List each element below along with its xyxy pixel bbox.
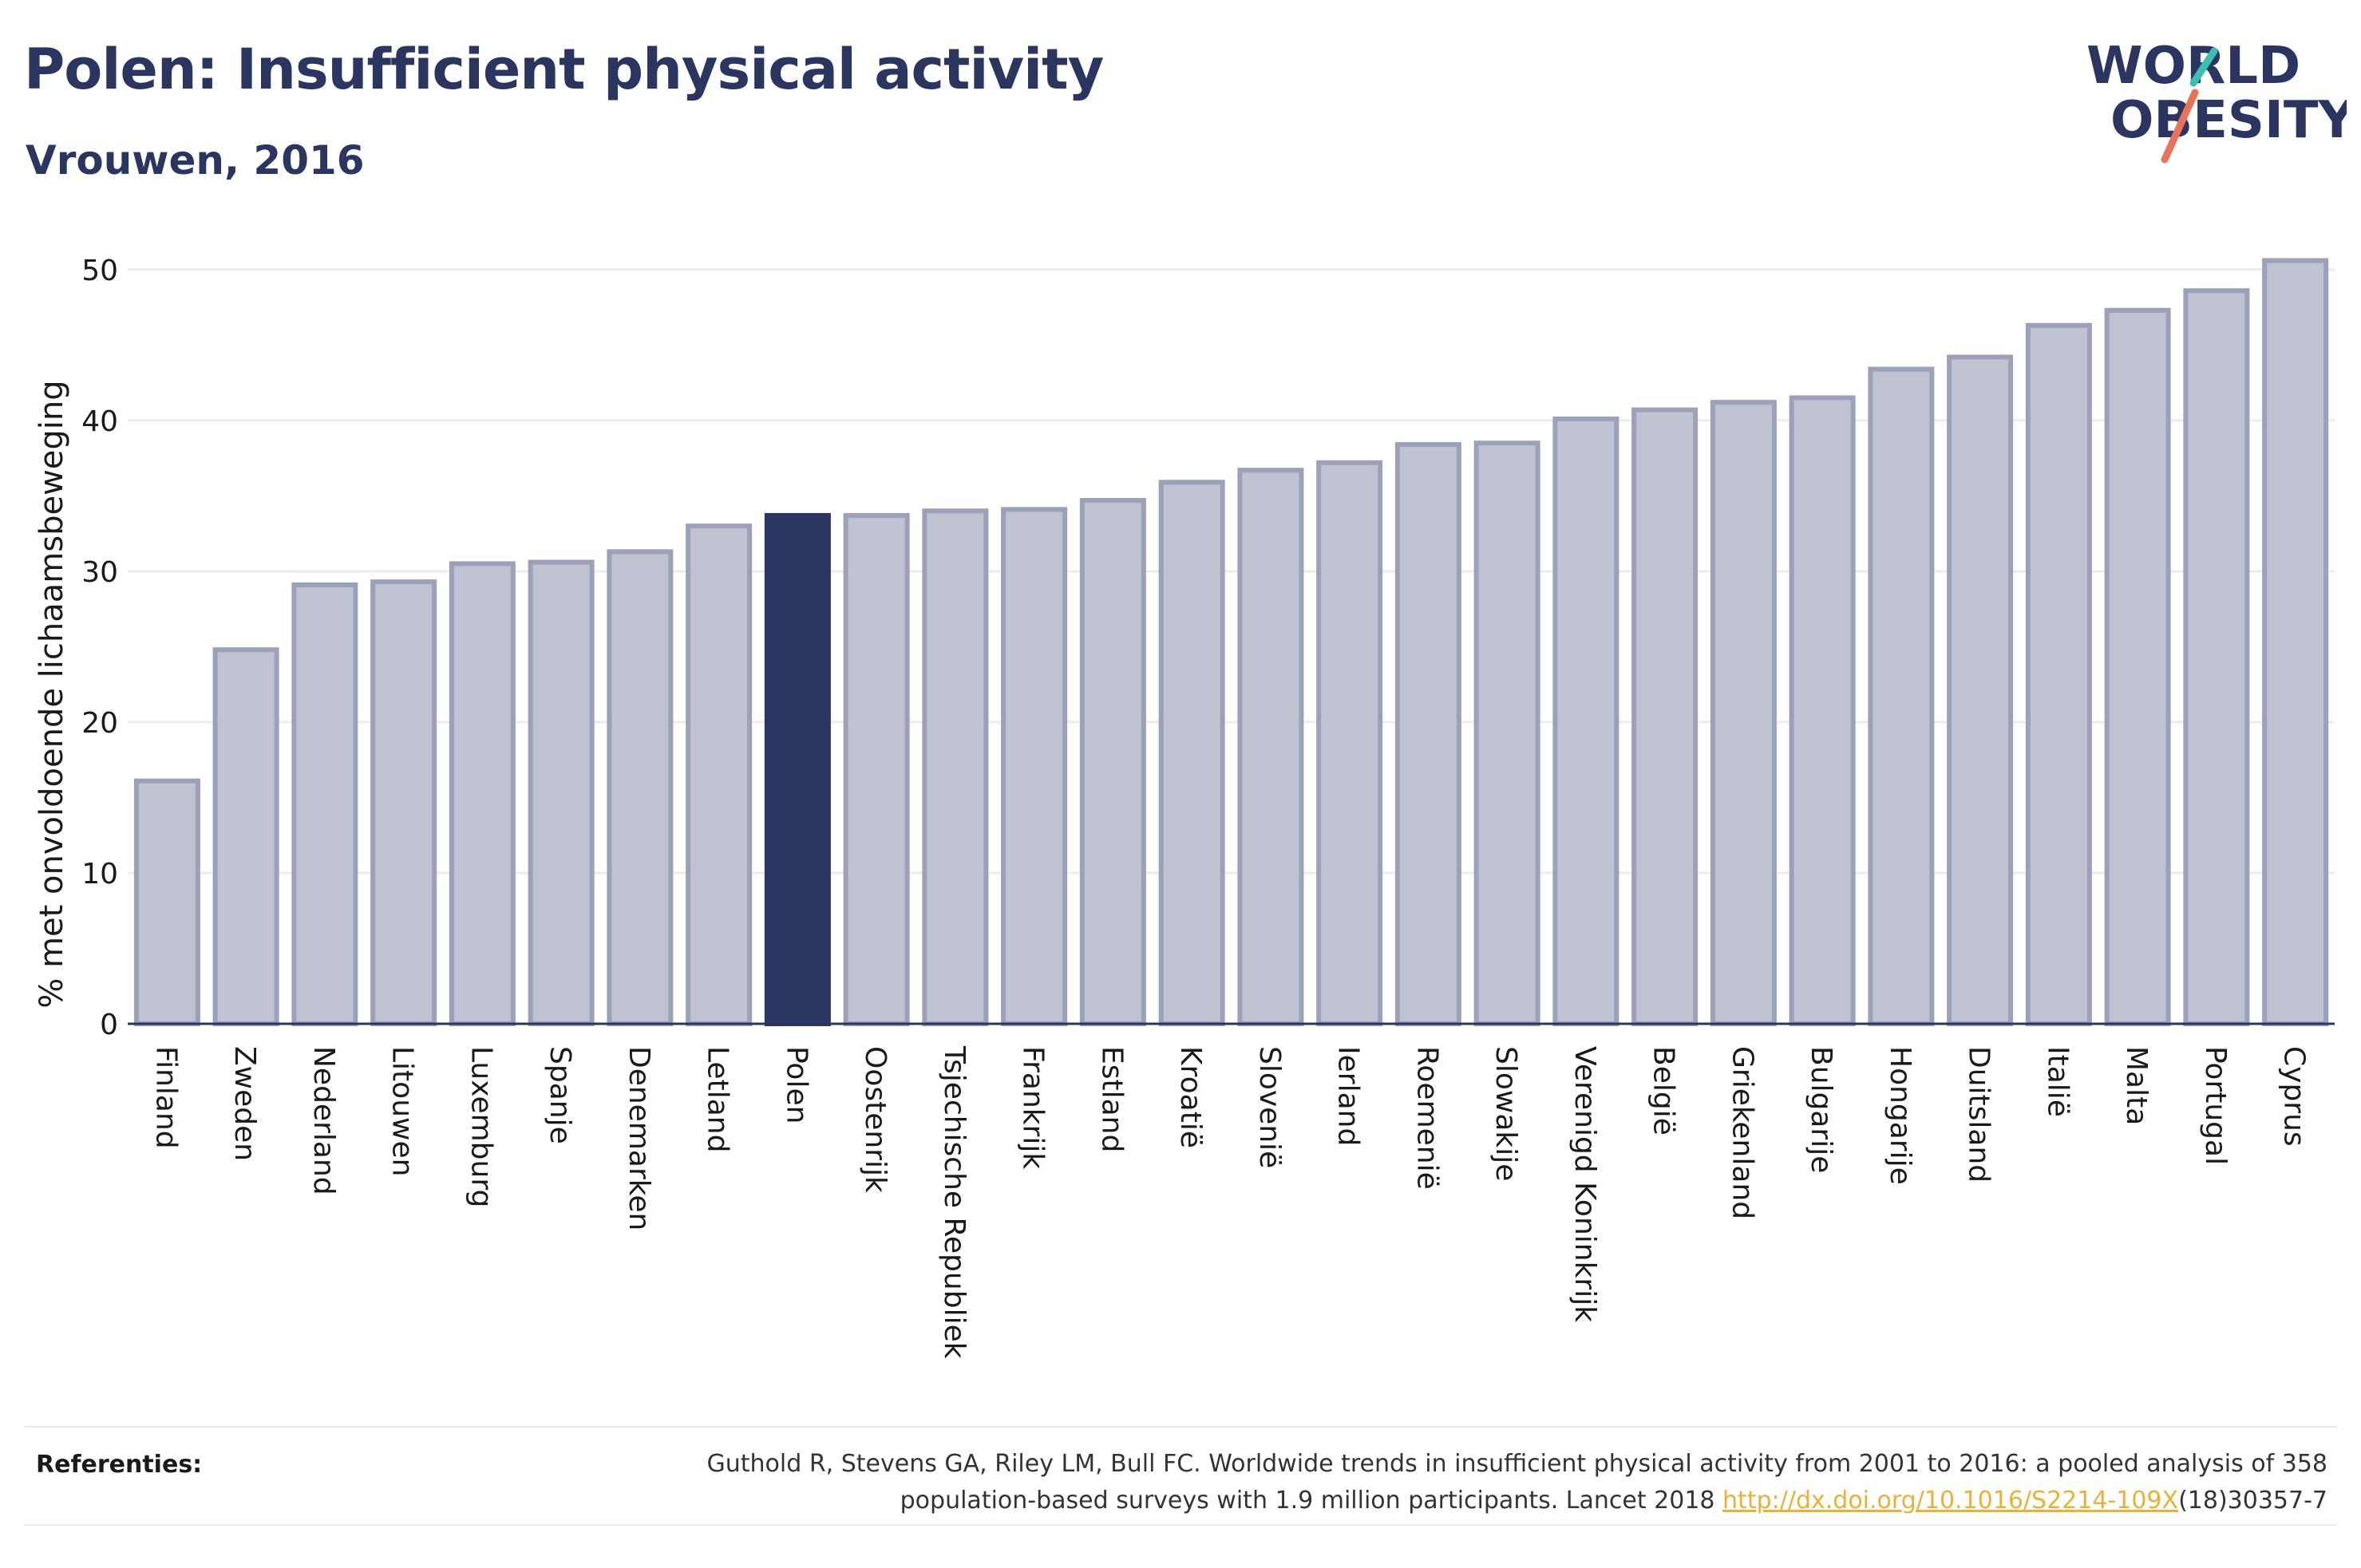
bar-sloveni-[interactable] xyxy=(1237,468,1304,1026)
bar-tsjechische-republiek[interactable] xyxy=(922,508,989,1026)
y-tick-label: 30 xyxy=(81,556,118,589)
x-tick-label: Verenigd Koninkrijk xyxy=(1568,1046,1601,1322)
x-tick-label: Zweden xyxy=(228,1046,261,1161)
x-tick-label: Malta xyxy=(2120,1046,2153,1125)
footer-divider-top xyxy=(24,1426,2337,1428)
x-tick-label: Kroatië xyxy=(1174,1046,1207,1148)
y-tick-label: 50 xyxy=(81,255,118,287)
bar-spanje[interactable] xyxy=(528,559,595,1026)
x-tick-label: België xyxy=(1647,1046,1680,1136)
reference-doi-link[interactable]: http://dx.doi.org/10.1016/S2214-109X xyxy=(1722,1487,2179,1515)
x-tick-label: Ierland xyxy=(1332,1046,1365,1146)
x-tick-label: Polen xyxy=(780,1046,813,1124)
footer-divider-bottom xyxy=(24,1524,2337,1526)
bar-estland[interactable] xyxy=(1079,498,1146,1026)
bar-itali-[interactable] xyxy=(2025,322,2092,1026)
bar-griekenland[interactable] xyxy=(1710,400,1777,1026)
x-tick-label: Roemenië xyxy=(1410,1046,1443,1190)
logo-word-obesity: OBESITY xyxy=(2110,91,2347,150)
references-text: Guthold R, Stevens GA, Riley LM, Bull FC… xyxy=(492,1446,2327,1519)
bar-letland[interactable] xyxy=(686,523,753,1026)
x-tick-label: Duitsland xyxy=(1963,1046,1995,1183)
bars xyxy=(133,258,2329,1027)
bar-malta[interactable] xyxy=(2104,307,2171,1026)
x-tick-label: Denemarken xyxy=(623,1046,655,1230)
bar-slowakije[interactable] xyxy=(1473,440,1540,1026)
bar-cyprus[interactable] xyxy=(2262,258,2329,1026)
y-tick-label: 0 xyxy=(100,1009,118,1041)
page-subtitle: Vrouwen, 2016 xyxy=(26,137,365,184)
bar-oostenrijk[interactable] xyxy=(843,512,910,1026)
logo-slash-coral xyxy=(2161,89,2199,164)
x-tick-label: Oostenrijk xyxy=(859,1046,892,1193)
x-tick-label: Cyprus xyxy=(2278,1046,2311,1147)
x-tick-label: Slovenië xyxy=(1253,1046,1286,1168)
bar-zweden[interactable] xyxy=(212,647,279,1027)
x-tick-label: Spanje xyxy=(544,1046,576,1144)
references-label: Referenties: xyxy=(36,1451,203,1479)
x-tick-label: Tsjechische Republiek xyxy=(938,1045,971,1359)
bar-duitsland[interactable] xyxy=(1947,354,2014,1026)
bar-luxemburg[interactable] xyxy=(449,561,516,1026)
bar-roemeni-[interactable] xyxy=(1394,442,1461,1026)
bar-nederland[interactable] xyxy=(291,582,358,1026)
bar-verenigd-koninkrijk[interactable] xyxy=(1552,416,1619,1026)
bar-bulgarije[interactable] xyxy=(1789,395,1856,1027)
x-tick-label: Italië xyxy=(2041,1046,2074,1117)
x-tick-label: Portugal xyxy=(2199,1046,2232,1165)
bar-finland[interactable] xyxy=(133,778,200,1026)
x-tick-label: Finland xyxy=(149,1046,182,1149)
bar-belgi-[interactable] xyxy=(1631,407,1699,1026)
x-tick-label: Letland xyxy=(702,1046,734,1152)
bar-frankrijk[interactable] xyxy=(1001,507,1068,1026)
bar-ierland[interactable] xyxy=(1316,460,1383,1026)
reference-line-1: Guthold R, Stevens GA, Riley LM, Bull FC… xyxy=(706,1450,2327,1478)
x-tick-label: Hongarije xyxy=(1884,1046,1916,1185)
reference-line-3: (18)30357-7 xyxy=(2178,1487,2327,1515)
bar-portugal[interactable] xyxy=(2183,288,2250,1026)
x-tick-label: Griekenland xyxy=(1726,1046,1758,1219)
y-axis-label: % met onvoldoende lichaamsbeweging xyxy=(34,380,70,1008)
x-tick-label: Litouwen xyxy=(386,1046,419,1176)
y-tick-label: 10 xyxy=(81,858,118,891)
x-tick-label: Slowakije xyxy=(1489,1046,1522,1181)
axes: 0 10 20 30 40 50 Finland Zweden Nederland Litouwe… xyxy=(81,255,2335,1359)
page-title: Polen: Insufficient physical activity xyxy=(24,37,1104,102)
world-obesity-logo: WORLD OBESITY xyxy=(2086,37,2347,164)
logo-slash-teal xyxy=(2189,47,2218,87)
x-tick-label: Estland xyxy=(1095,1046,1128,1152)
x-tick-label: Bulgarije xyxy=(1805,1046,1837,1173)
x-tick-label: Luxemburg xyxy=(465,1046,497,1207)
y-tick-label: 20 xyxy=(81,707,118,740)
x-tick-label: Nederland xyxy=(307,1046,340,1195)
bar-litouwen[interactable] xyxy=(370,579,437,1026)
bar-chart: 0 10 20 30 40 50 Finland Zweden Nederland Litouwe… xyxy=(34,255,2335,1359)
bar-kroati-[interactable] xyxy=(1158,480,1225,1026)
reference-line-2: population-based surveys with 1.9 millio… xyxy=(900,1487,1723,1515)
bar-denemarken[interactable] xyxy=(607,549,674,1026)
x-tick-label: Frankrijk xyxy=(1017,1046,1050,1169)
bar-polen[interactable] xyxy=(764,512,831,1026)
y-tick-label: 40 xyxy=(81,405,118,438)
bar-hongarije[interactable] xyxy=(1868,366,1935,1027)
